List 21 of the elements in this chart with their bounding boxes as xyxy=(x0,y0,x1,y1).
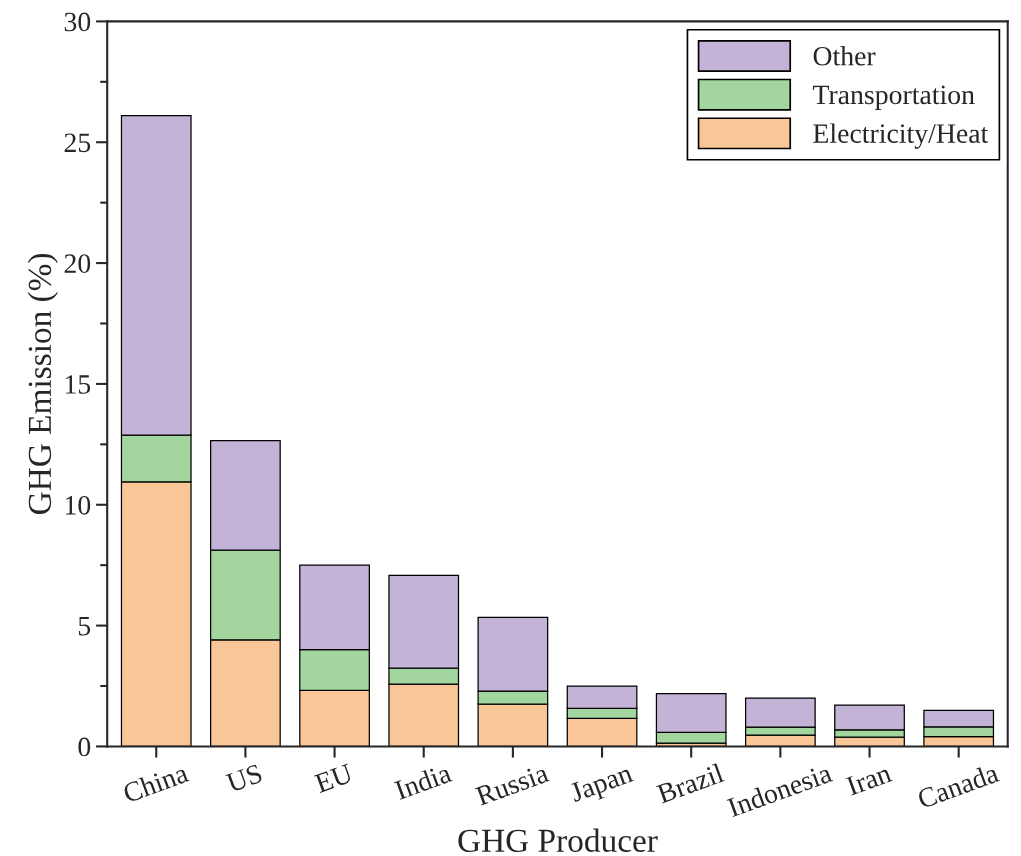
x-tick-label: Iran xyxy=(845,763,893,796)
y-tick-label: 15 xyxy=(65,375,91,394)
x-tick-label: US xyxy=(225,763,263,793)
legend-label: Electricity/Heat xyxy=(813,123,989,149)
x-tick-label: EU xyxy=(313,763,354,794)
y-axis-title: GHG Emission (%) xyxy=(27,253,58,515)
x-tick-label: Canada xyxy=(916,762,1000,809)
x-tick-label: Japan xyxy=(568,763,636,808)
y-tick-label: 25 xyxy=(64,133,91,153)
x-tick-label: China xyxy=(121,762,190,804)
x-tick-label: Russia xyxy=(474,763,550,806)
x-tick-label: India xyxy=(393,762,453,800)
y-tick-label: 5 xyxy=(78,617,91,636)
y-tick-label: 0 xyxy=(78,737,91,757)
x-tick-label: Brazil xyxy=(655,762,725,804)
x-axis-title: GHG Producer xyxy=(458,828,658,853)
legend-label: Transportation xyxy=(812,85,975,110)
legend-label: Other xyxy=(813,46,876,66)
y-tick-label: 30 xyxy=(64,12,91,32)
y-tick-label: 10 xyxy=(65,495,91,515)
y-tick-label: 20 xyxy=(64,254,91,273)
